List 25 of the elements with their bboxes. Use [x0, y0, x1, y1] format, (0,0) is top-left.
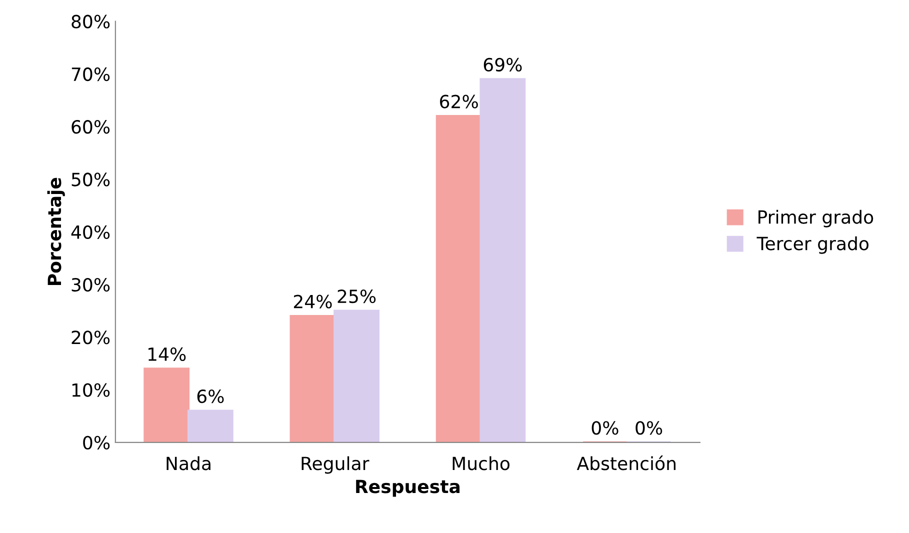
data-label: 0% [592, 421, 618, 435]
y-tick-label: 20% [72, 330, 110, 344]
y-tick-label: 70% [72, 67, 110, 82]
y-tick-label: 10% [72, 383, 110, 397]
legend-label: Tercer grado [756, 236, 869, 254]
y-axis-title: Porcentaje [47, 178, 65, 285]
data-label: 6% [197, 389, 224, 404]
data-label: 0% [636, 421, 662, 435]
legend-label: Primer grado [758, 210, 874, 228]
x-tick-label: Nada [166, 456, 210, 470]
y-tick-label: 0% [83, 436, 110, 450]
data-label: 62% [440, 94, 478, 108]
data-label: 69% [484, 58, 522, 72]
y-tick-label: 80% [72, 14, 110, 28]
x-axis-title: Respuesta [356, 480, 460, 497]
x-tick-label: Regular [302, 456, 370, 474]
x-tick-label: Mucho [452, 456, 510, 470]
y-tick-label: 50% [72, 172, 110, 186]
data-label: 24% [294, 294, 332, 308]
y-tick-label: 40% [71, 225, 110, 239]
y-tick-label: 30% [72, 278, 110, 292]
y-tick-label: 60% [72, 120, 110, 134]
x-tick-label: Abstención [576, 456, 676, 470]
data-label: 25% [338, 289, 376, 304]
data-label: 14% [148, 347, 186, 362]
